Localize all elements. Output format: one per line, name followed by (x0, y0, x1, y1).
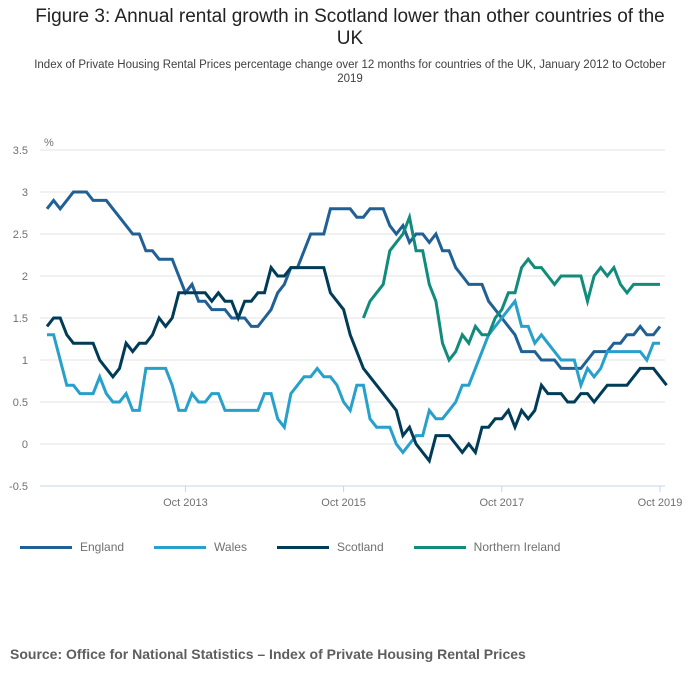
line-chart: 3.532.521.510.50-0.5% Oct 2013 Oct 2015 Oc… (9, 137, 682, 509)
y-tick-label: 0 (22, 439, 28, 451)
y-tick-label: 2.5 (13, 229, 28, 241)
source-note: Source: Office for National Statistics –… (10, 646, 526, 662)
y-tick-label: 3 (22, 187, 28, 199)
legend-swatch (20, 545, 72, 549)
x-tick-label: Oct 2015 (321, 497, 366, 509)
series-line-england (45, 190, 662, 370)
y-axis-unit: % (44, 137, 54, 149)
x-tick-label: Oct 2017 (479, 497, 524, 509)
x-tick-label: Oct 2019 (638, 497, 683, 509)
legend-item-scotland[interactable]: Scotland (276, 540, 384, 554)
legend-label: Scotland (336, 540, 384, 554)
series-line-wales (47, 297, 660, 455)
series-line-scotland (45, 264, 668, 465)
legend-item-northern-ireland[interactable]: Northern Ireland (413, 540, 561, 554)
legend-label: England (80, 540, 125, 554)
legend-swatch (276, 545, 329, 549)
legend-item-england[interactable]: England (20, 540, 124, 554)
gridlines (40, 149, 665, 487)
x-axis: Oct 2013 Oct 2015 Oct 2017 Oct 2019 (163, 486, 682, 509)
legend: England Wales Scotland Northern Ireland (20, 540, 590, 554)
legend-item-wales[interactable]: Wales (154, 540, 247, 554)
y-axis: 3.5 3 2.5 2 1.5 1 0.5 0 -0.5% (9, 137, 54, 493)
series-line-northern-ireland (362, 211, 660, 363)
chart-subtitle: Index of Private Housing Rental Prices p… (34, 59, 666, 85)
y-tick-label: -0.5 (9, 481, 28, 493)
legend-label: Northern Ireland (473, 540, 561, 554)
y-tick-label: 3.5 (13, 145, 28, 157)
legend-label: Wales (214, 540, 247, 554)
y-tick-label: 1 (22, 355, 28, 367)
chart-title: Figure 3: Annual rental growth in Scotla… (35, 6, 665, 49)
y-tick-label: 1.5 (13, 313, 28, 325)
x-tick-label: Oct 2013 (163, 497, 208, 509)
y-tick-label: 2 (22, 271, 28, 283)
series-lines (45, 190, 668, 465)
legend-swatch (413, 545, 466, 549)
y-tick-label: 0.5 (13, 397, 28, 409)
legend-swatch (154, 545, 207, 549)
